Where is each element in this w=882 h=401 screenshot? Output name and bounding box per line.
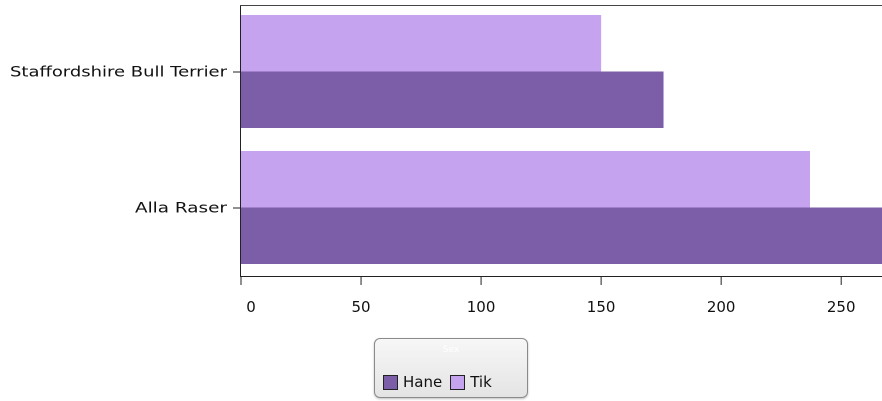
x-tick-label-150: 150 xyxy=(587,298,616,316)
x-tick-label-100: 100 xyxy=(467,298,496,316)
legend-swatch-tik xyxy=(450,374,466,390)
legend-label-hane: Hane xyxy=(403,373,443,391)
bar-staffordshire-bull-terrier-tik xyxy=(241,15,602,72)
y-ticks-group: Staffordshire Bull Terrier Alla Raser xyxy=(10,65,241,217)
x-tick-label-200: 200 xyxy=(707,298,736,316)
x-ticks-group: 0 50 100 150 200 250 xyxy=(240,276,856,316)
legend-label-tik: Tik xyxy=(470,373,492,391)
legend-items: Hane Tik xyxy=(383,373,500,391)
bar-alla-raser-hane xyxy=(241,207,882,264)
legend-title: Sex xyxy=(442,345,460,355)
y-tick-label-alla-raser: Alla Raser xyxy=(135,201,227,217)
bars-group xyxy=(241,15,882,264)
x-tick-label-50: 50 xyxy=(351,298,370,316)
legend-swatch-hane xyxy=(383,374,398,390)
bar-alla-raser-tik xyxy=(241,151,810,208)
bar-staffordshire-bull-terrier-hane xyxy=(241,71,664,128)
legend: Sex Hane Tik xyxy=(374,338,528,398)
axes-group xyxy=(240,5,882,277)
y-tick-label-staffordshire-bull-terrier: Staffordshire Bull Terrier xyxy=(10,65,227,81)
x-tick-label-0: 0 xyxy=(246,298,256,316)
x-tick-label-250: 250 xyxy=(827,298,856,316)
legend-item-tik: Tik xyxy=(450,373,492,391)
legend-item-hane: Hane xyxy=(383,373,442,391)
